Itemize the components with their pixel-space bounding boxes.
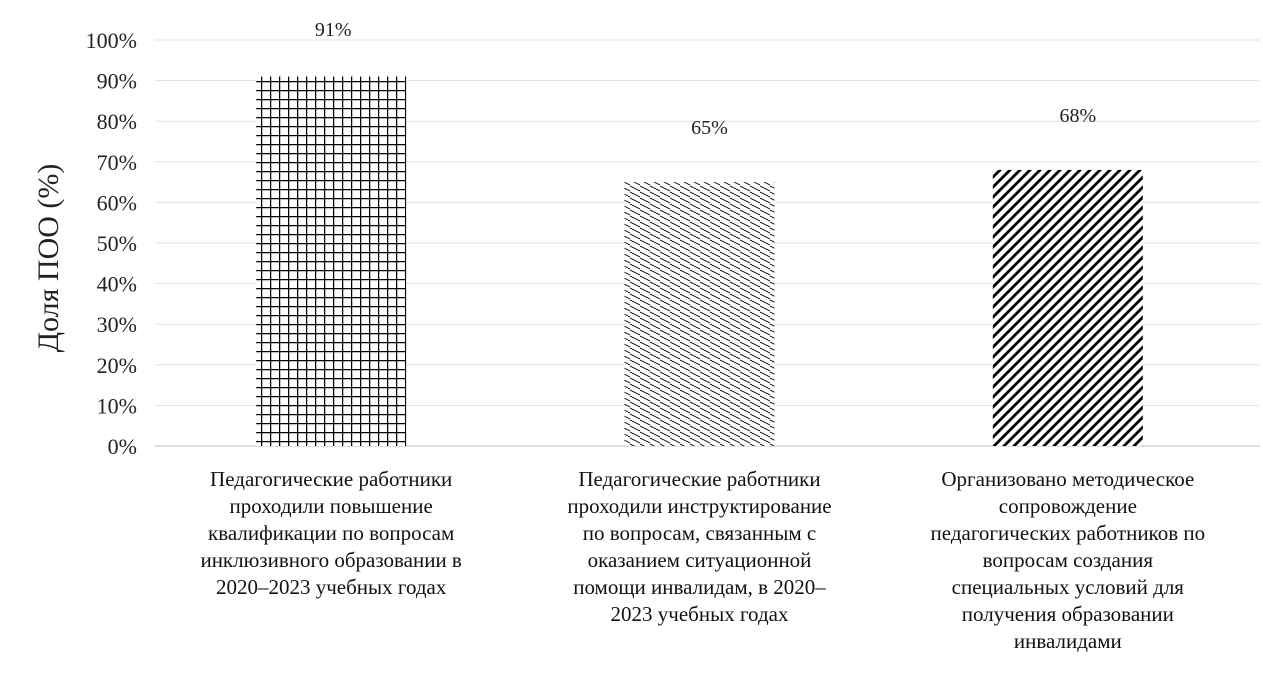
x-category-label: Педагогические работники проходили повыше… xyxy=(161,466,501,601)
data-label: 68% xyxy=(1059,105,1096,127)
y-tick-label: 80% xyxy=(97,109,137,134)
x-category-label-line: инклюзивного образовании в xyxy=(200,548,462,572)
bar xyxy=(992,169,1143,447)
bar xyxy=(256,76,407,446)
x-category-label: Организовано методическое сопровождение пе… xyxy=(898,466,1238,655)
y-tick-label: 30% xyxy=(97,312,137,337)
y-tick-label: 20% xyxy=(97,353,137,378)
x-category-label-line: сопровождение xyxy=(998,494,1137,518)
y-tick-label: 60% xyxy=(97,190,137,215)
x-category-label-line: проходили инструктирование xyxy=(567,494,832,518)
x-category-label-line: инвалидами xyxy=(1013,629,1122,653)
bars xyxy=(256,76,1143,447)
x-category-label-line: 2023 учебных годах xyxy=(610,602,789,626)
x-category-label-line: Педагогические работники xyxy=(210,467,453,491)
y-tick-label: 10% xyxy=(97,393,137,418)
x-category-label-line: Организовано методическое xyxy=(941,467,1195,491)
x-category-label-line: квалификации по вопросам xyxy=(208,521,455,545)
x-category-label-line: по вопросам, связанным с xyxy=(582,521,817,545)
y-tick-label: 50% xyxy=(97,231,137,256)
y-tick-label: 70% xyxy=(97,150,137,175)
data-label: 91% xyxy=(315,19,352,41)
y-axis-title: Доля ПОО (%) xyxy=(32,164,65,353)
x-category-label-line: проходили повышение xyxy=(229,494,433,518)
x-category-label-line: педагогических работников по xyxy=(930,521,1206,545)
data-label: 65% xyxy=(691,117,728,139)
x-category-label-line: 2020–2023 учебных годах xyxy=(215,575,447,599)
y-axis-ticks: 0% 10% 20% 30% 40% 50% 60% 70% 80% 90% 100% xyxy=(86,28,137,459)
x-category-label-line: специальных условий для xyxy=(951,575,1184,599)
data-labels: 91% 65% 68% xyxy=(315,19,1096,139)
x-category-label-line: помощи инвалидам, в 2020– xyxy=(573,575,826,599)
y-tick-label: 40% xyxy=(97,272,137,297)
x-category-label: Педагогические работники проходили инстру… xyxy=(530,466,870,628)
x-category-label-line: вопросам создания xyxy=(982,548,1153,572)
y-tick-label: 0% xyxy=(108,434,137,459)
x-category-label-line: Педагогические работники xyxy=(578,467,821,491)
bar xyxy=(624,182,775,446)
x-category-label-line: получения образовании xyxy=(961,602,1174,626)
y-tick-label: 90% xyxy=(97,69,137,94)
x-category-label-line: оказанием ситуационной xyxy=(587,548,812,572)
y-tick-label: 100% xyxy=(86,28,137,53)
